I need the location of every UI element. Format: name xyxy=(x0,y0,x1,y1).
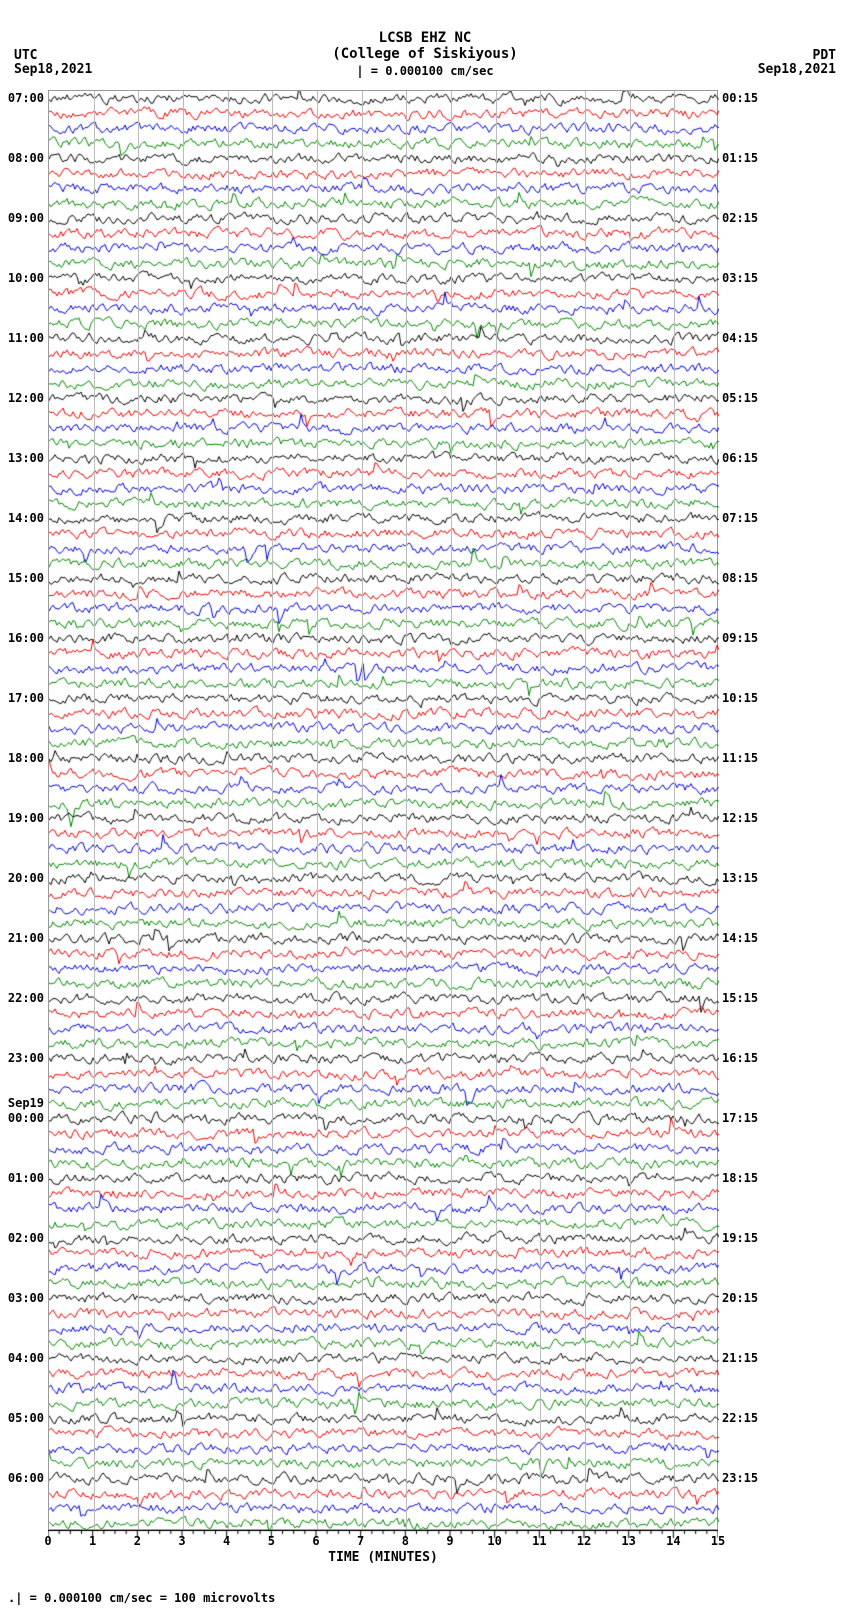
utc-label: 13:00 xyxy=(8,451,44,465)
grid-line xyxy=(406,91,407,1529)
local-label: 04:15 xyxy=(722,331,758,345)
utc-label: 22:00 xyxy=(8,991,44,1005)
station-subtitle: (College of Siskiyous) xyxy=(0,46,850,62)
utc-label: 10:00 xyxy=(8,271,44,285)
utc-label: 12:00 xyxy=(8,391,44,405)
grid-line xyxy=(317,91,318,1529)
utc-label: 16:00 xyxy=(8,631,44,645)
grid-line xyxy=(630,91,631,1529)
grid-line xyxy=(540,91,541,1529)
local-label: 06:15 xyxy=(722,451,758,465)
utc-label: 20:00 xyxy=(8,871,44,885)
local-label: 07:15 xyxy=(722,511,758,525)
local-label: 08:15 xyxy=(722,571,758,585)
x-tick-marks xyxy=(48,1530,718,1542)
timezone-right: PDT xyxy=(813,48,836,63)
header: LCSB EHZ NC (College of Siskiyous) | = 0… xyxy=(0,0,850,78)
grid-line xyxy=(362,91,363,1529)
utc-label: 23:00 xyxy=(8,1051,44,1065)
utc-label: 09:00 xyxy=(8,211,44,225)
local-label: 03:15 xyxy=(722,271,758,285)
grid-line xyxy=(451,91,452,1529)
utc-label: 03:00 xyxy=(8,1291,44,1305)
utc-label: 21:00 xyxy=(8,931,44,945)
grid-line xyxy=(94,91,95,1529)
local-label: 01:15 xyxy=(722,151,758,165)
local-label: 19:15 xyxy=(722,1231,758,1245)
utc-label: 17:00 xyxy=(8,691,44,705)
utc-label: 11:00 xyxy=(8,331,44,345)
local-label: 16:15 xyxy=(722,1051,758,1065)
local-label: 11:15 xyxy=(722,751,758,765)
grid-line xyxy=(496,91,497,1529)
utc-time-labels: 07:00 08:00 09:00 10:00 11:00 12:00 13:00 14:00… xyxy=(0,90,46,1530)
utc-label: 15:00 xyxy=(8,571,44,585)
date-left: Sep18,2021 xyxy=(14,62,92,77)
grid-line xyxy=(674,91,675,1529)
utc-label: 00:00 xyxy=(8,1111,44,1125)
local-label: 12:15 xyxy=(722,811,758,825)
seismogram-container: LCSB EHZ NC (College of Siskiyous) | = 0… xyxy=(0,0,850,1613)
utc-label: 02:00 xyxy=(8,1231,44,1245)
local-label: 00:15 xyxy=(722,91,758,105)
scale-label: | = 0.000100 cm/sec xyxy=(0,62,850,78)
local-label: 13:15 xyxy=(722,871,758,885)
grid-line xyxy=(272,91,273,1529)
utc-label: 07:00 xyxy=(8,91,44,105)
station-title: LCSB EHZ NC xyxy=(0,0,850,46)
local-label: 22:15 xyxy=(722,1411,758,1425)
utc-label: 04:00 xyxy=(8,1351,44,1365)
plot-area xyxy=(48,90,718,1530)
local-label: 10:15 xyxy=(722,691,758,705)
utc-label: 14:00 xyxy=(8,511,44,525)
grid-line xyxy=(585,91,586,1529)
utc-label: 05:00 xyxy=(8,1411,44,1425)
local-label: 02:15 xyxy=(722,211,758,225)
local-label: 09:15 xyxy=(722,631,758,645)
date-right: Sep18,2021 xyxy=(758,62,836,77)
utc-label: 06:00 xyxy=(8,1471,44,1485)
utc-label: 18:00 xyxy=(8,751,44,765)
local-label: 23:15 xyxy=(722,1471,758,1485)
timezone-left: UTC xyxy=(14,48,37,63)
local-label: 05:15 xyxy=(722,391,758,405)
local-label: 15:15 xyxy=(722,991,758,1005)
utc-label: Sep19 xyxy=(8,1096,44,1110)
grid-line xyxy=(183,91,184,1529)
local-label: 18:15 xyxy=(722,1171,758,1185)
local-label: 21:15 xyxy=(722,1351,758,1365)
local-label: 14:15 xyxy=(722,931,758,945)
local-label: 17:15 xyxy=(722,1111,758,1125)
grid-line xyxy=(228,91,229,1529)
utc-label: 19:00 xyxy=(8,811,44,825)
grid-line xyxy=(138,91,139,1529)
seismic-traces-canvas xyxy=(49,91,719,1531)
utc-label: 01:00 xyxy=(8,1171,44,1185)
utc-label: 08:00 xyxy=(8,151,44,165)
local-label: 20:15 xyxy=(722,1291,758,1305)
local-time-labels: 00:15 01:15 02:15 03:15 04:15 05:15 06:15 07:15… xyxy=(720,90,840,1530)
footer-scale: .| = 0.000100 cm/sec = 100 microvolts xyxy=(8,1591,275,1605)
